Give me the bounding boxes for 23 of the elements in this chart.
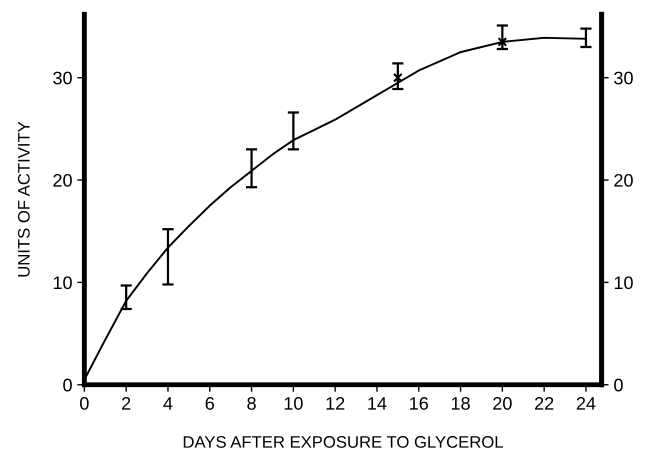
x-tick-label: 20 <box>493 397 512 410</box>
x-tick-label: 24 <box>576 397 596 410</box>
y-tick-label: 0 <box>63 378 72 392</box>
x-tick-label: 2 <box>122 397 130 410</box>
y2-tick-label: 20 <box>614 174 633 187</box>
y-tick-label: 30 <box>53 72 72 84</box>
x-tick-label: 12 <box>326 397 344 410</box>
x-tick-label: 6 <box>206 397 214 410</box>
y2-tick-label: 0 <box>614 378 623 392</box>
x-tick-label: 16 <box>410 397 428 410</box>
y-tick-label: 10 <box>54 276 72 290</box>
y2-tick-label: 10 <box>614 276 633 290</box>
x-axis-title: DAYS AFTER EXPOSURE TO GLYCEROL <box>184 436 503 448</box>
x-tick-label: 22 <box>535 397 554 410</box>
x-tick-label: 18 <box>452 397 470 410</box>
y-axis-title: UNITS OF ACTIVITY <box>18 122 30 276</box>
x-tick-label: 14 <box>368 397 386 410</box>
x-tick-label: 8 <box>247 397 256 410</box>
y-tick-label: 20 <box>53 174 72 187</box>
y2-tick-label: 30 <box>614 72 633 84</box>
x-tick-label: 4 <box>163 397 172 410</box>
x-tick-label: 0 <box>80 397 89 410</box>
x-tick-label: 10 <box>284 397 303 410</box>
